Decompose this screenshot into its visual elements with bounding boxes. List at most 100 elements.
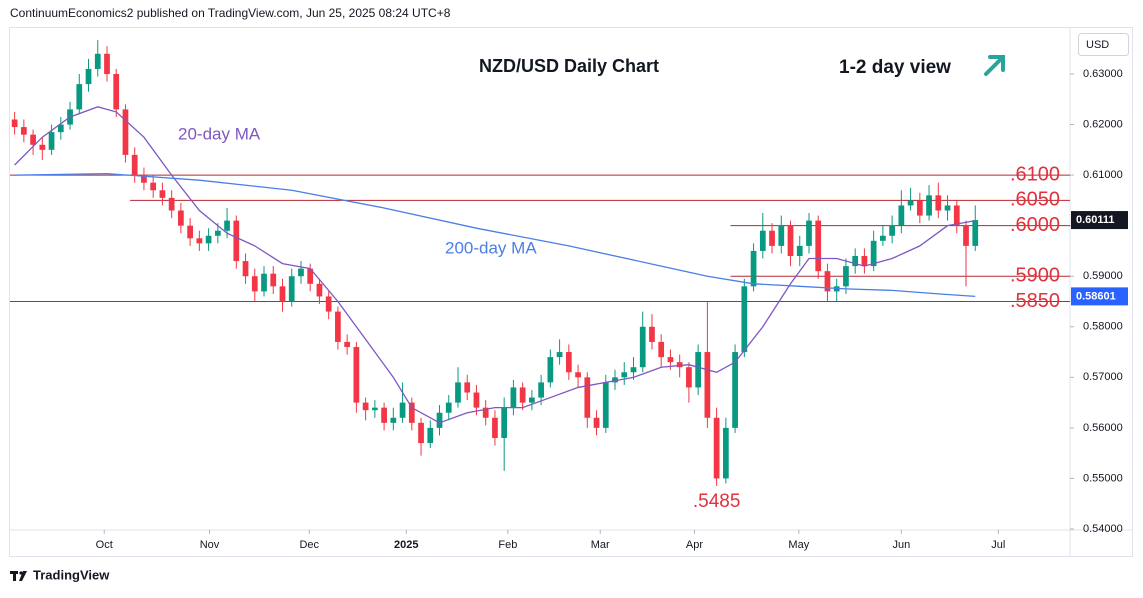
candle-body [889,225,895,236]
y-tick-label: 0.63000 [1083,68,1123,80]
candle-body [695,352,702,388]
candle [889,215,895,244]
candle [39,137,46,160]
y-tick-label: 0.61000 [1083,169,1123,181]
candle-body [131,154,138,176]
candle-body [233,220,240,262]
candle-body [852,255,859,267]
candle-body [778,225,785,246]
candle [445,395,452,421]
candle-body [538,382,544,398]
candle [704,301,711,428]
ma-label: 20-day MA [178,124,261,143]
y-tick-label: 0.56000 [1083,422,1123,434]
candle [916,192,923,224]
moving-average [14,172,976,298]
candle-body [935,195,942,211]
candle-body [390,417,397,423]
candle-body [944,205,951,211]
candle [935,182,942,219]
candle-body [953,205,960,226]
candle [926,185,932,221]
candle [57,116,64,140]
candle [686,362,692,403]
candle [787,220,794,267]
candle-body [427,427,434,444]
candle [621,362,628,385]
candle-body [704,352,711,418]
candle-body [602,382,609,428]
candle-body [501,407,508,438]
candle-body [455,382,461,403]
candle [778,215,785,254]
candle [427,420,434,449]
candle [344,334,351,355]
frame [9,27,1133,557]
candle [593,410,600,436]
candle [547,349,554,388]
candle-body [187,225,193,239]
candle [399,382,406,423]
candle-body [251,276,258,292]
candle-body [159,190,166,198]
candle [288,268,295,307]
candle [85,58,92,92]
candle-body [408,402,415,423]
candle [759,213,766,259]
candle [20,119,27,143]
candle [824,263,831,302]
candle [658,334,665,368]
candle-body [224,220,230,231]
candle-body [972,220,979,246]
level-label: .5900 [1010,265,1060,287]
candle [861,248,868,274]
candle-body [150,182,157,191]
candle [602,374,609,433]
candle-body [178,210,184,226]
candle-body [20,127,27,135]
candle-body [510,387,517,408]
candle-body [122,109,129,155]
candle-body [371,407,378,411]
candle [519,382,526,411]
candle [649,314,655,350]
y-tick-label: 0.55000 [1083,472,1123,484]
candle [390,407,397,431]
candle [11,111,18,135]
y-tick-label: 0.59000 [1083,270,1123,282]
candle-body [113,74,120,110]
candle [732,344,738,433]
candle [953,200,960,234]
candle-body [593,417,600,428]
candle-body [963,225,969,246]
candle [630,357,637,380]
candle-body [547,357,554,383]
candle [261,266,267,297]
x-tick-label: Nov [200,539,220,551]
candle [898,190,905,234]
candle [852,248,859,274]
footer: TradingView [33,567,110,582]
candle-body [926,195,932,216]
candle [418,417,424,456]
candle [316,278,323,305]
candle-body [335,311,341,342]
candle-body [445,402,452,413]
candle-body [907,200,914,206]
x-tick-label: May [788,539,809,551]
candle [205,228,212,251]
candle-body [76,84,83,110]
candle-body [916,200,923,216]
candle [233,215,240,269]
candle-body [658,341,665,358]
candle-body [11,119,18,128]
candle-body [205,235,212,244]
candle-body [353,346,360,403]
x-tick-label: Jul [991,539,1005,551]
currency-box [1078,33,1129,56]
candle-body [464,382,471,393]
candle [408,397,415,431]
x-tick-label: Feb [498,539,517,551]
candle [492,410,498,446]
candle-body [676,362,683,368]
